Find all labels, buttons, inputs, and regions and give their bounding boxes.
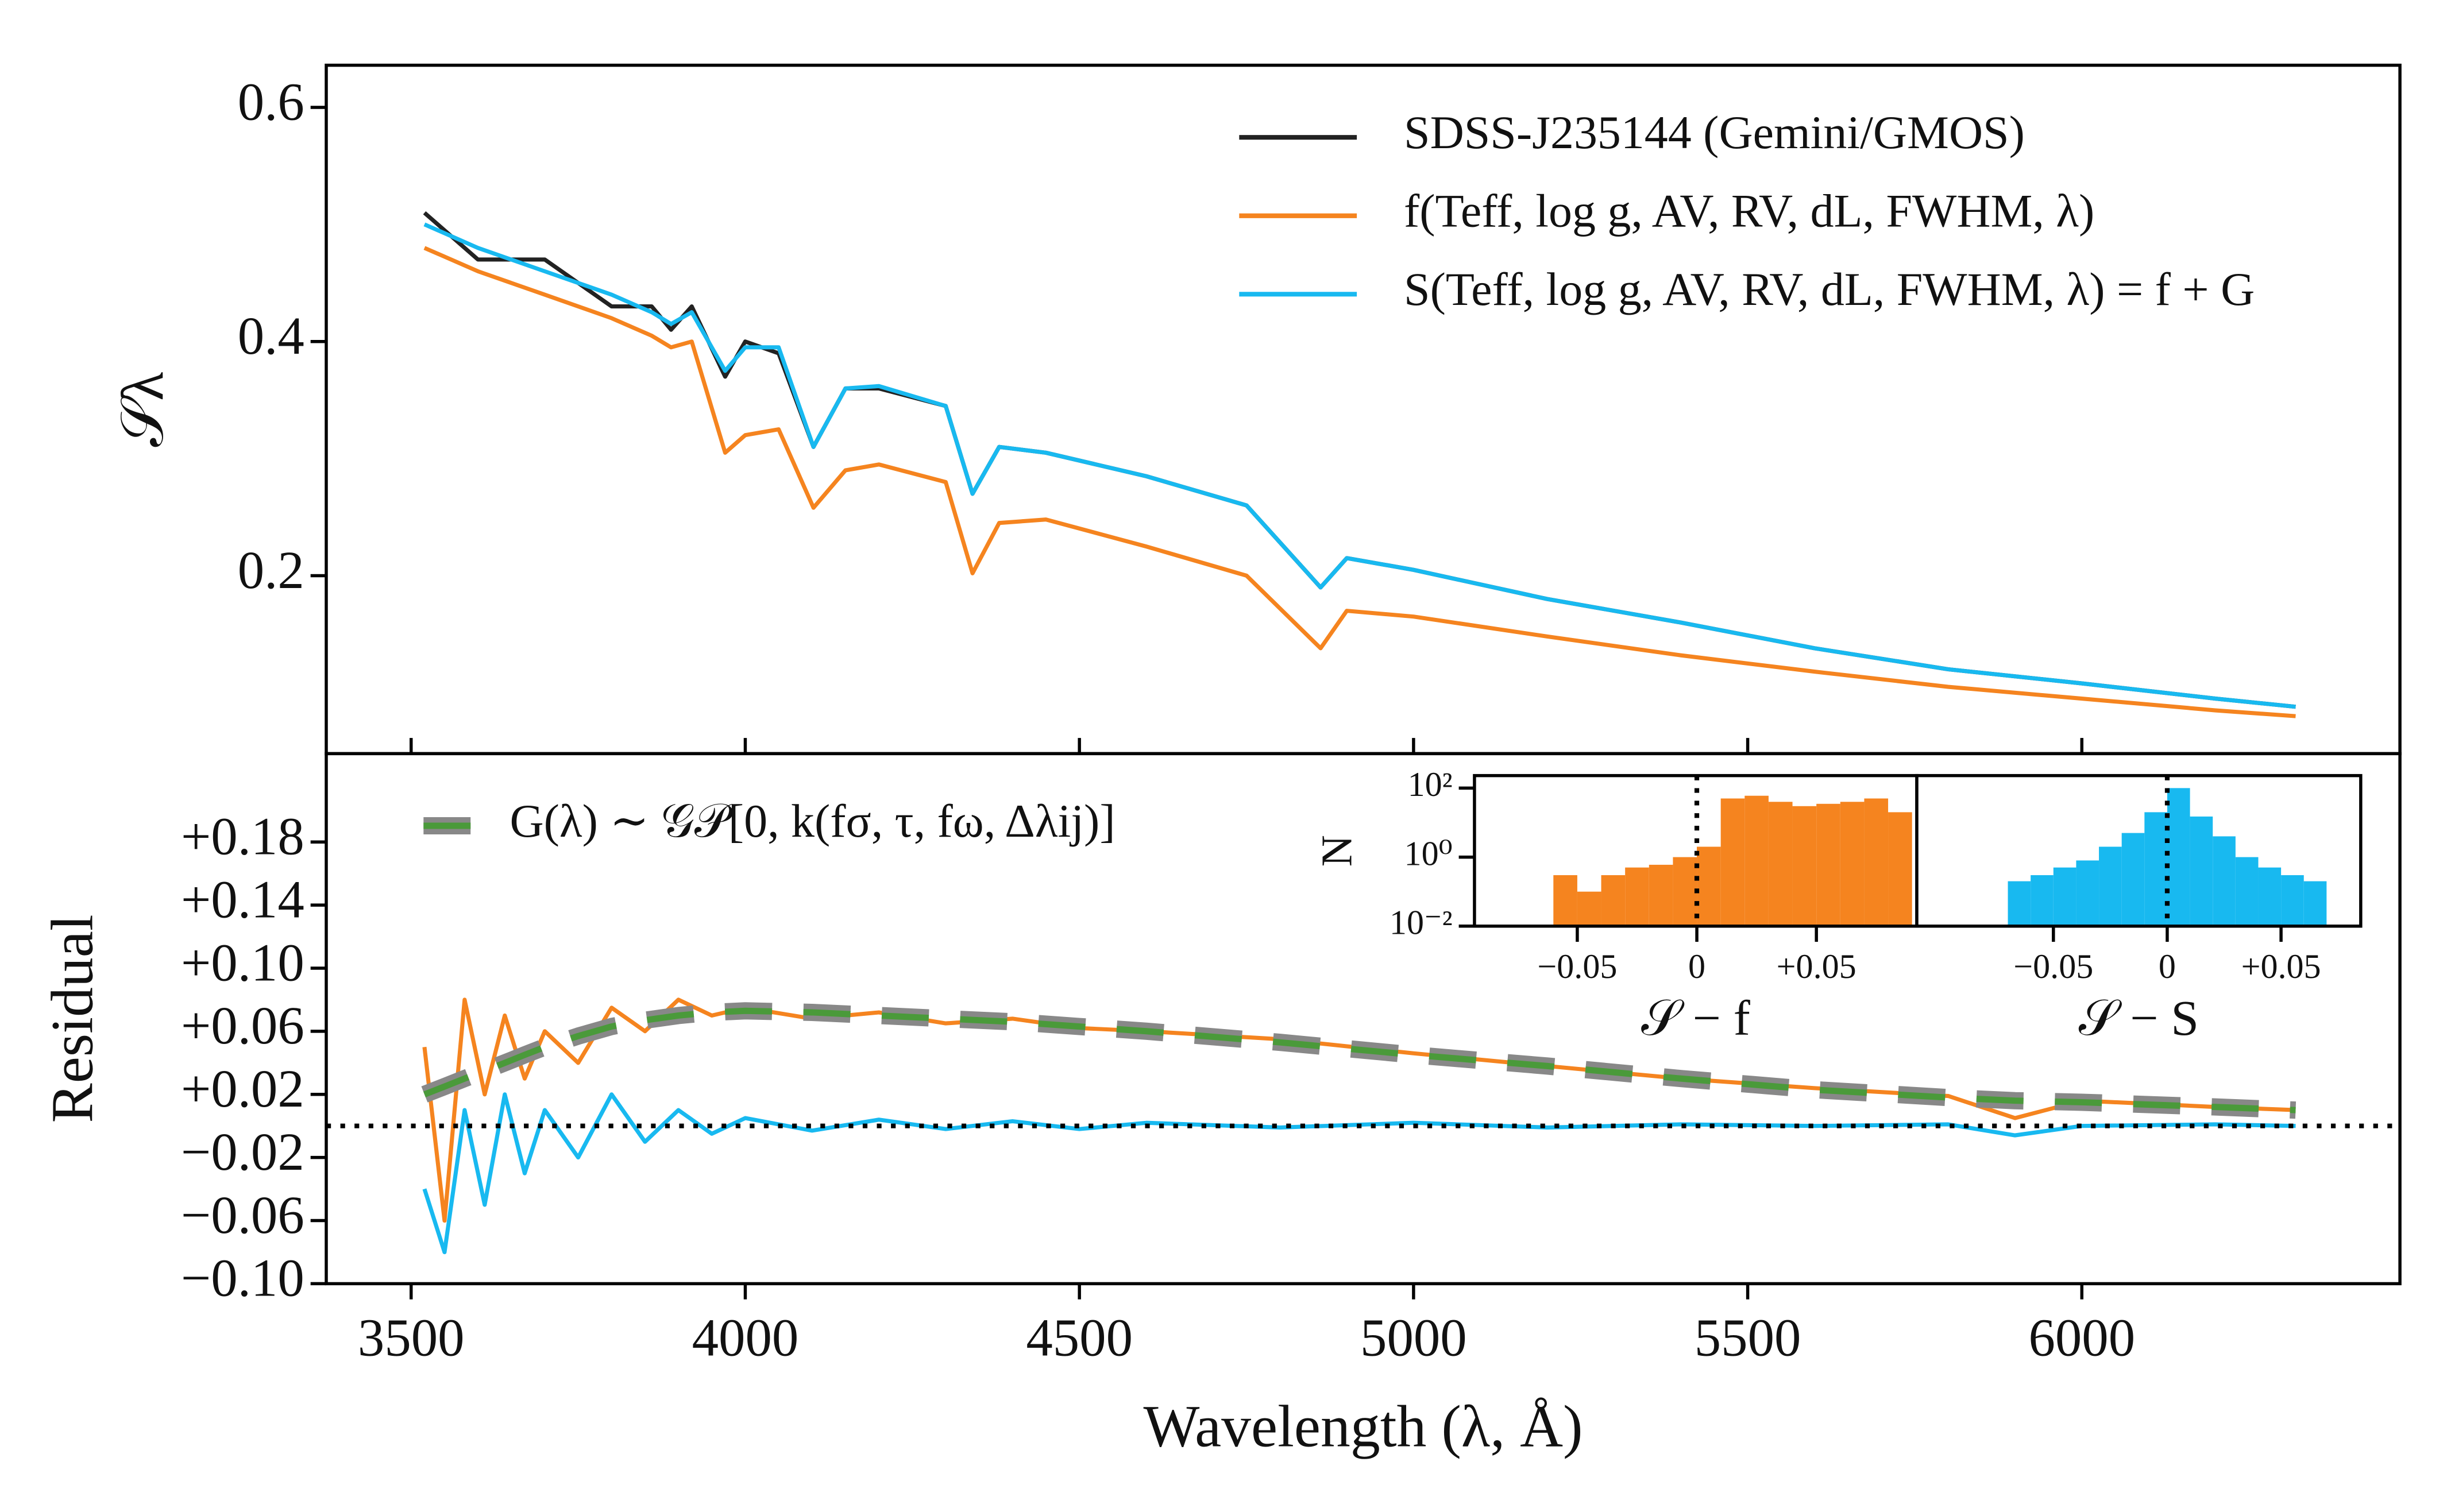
histogram-bar xyxy=(1577,891,1601,926)
y-tick-label: 10⁰ xyxy=(1404,834,1453,872)
x-axis-label: 𝒮 − f xyxy=(1641,990,1751,1046)
x-axis-label: 𝒮 − S xyxy=(2079,990,2199,1046)
y-axis-label: N xyxy=(1312,835,1361,867)
legend-label: f(Teff, log g, AV, RV, dL, FWHM, λ) xyxy=(1404,185,2094,237)
y-tick-label: −0.02 xyxy=(181,1123,304,1182)
x-tick-label: 0 xyxy=(2159,947,2176,985)
histogram-bar xyxy=(2235,857,2259,926)
histogram-bar xyxy=(1888,812,1912,926)
y-tick-label: +0.02 xyxy=(181,1059,304,1119)
histogram-bar xyxy=(2031,875,2054,926)
histogram-bar xyxy=(1792,806,1817,926)
y-axis-label: 𝒮λ xyxy=(110,372,176,447)
histogram-bar xyxy=(2258,867,2282,926)
plot-area xyxy=(326,65,2400,754)
histogram-bar xyxy=(1673,857,1697,926)
histogram-bar xyxy=(2099,846,2122,926)
x-tick-label: 5000 xyxy=(1360,1308,1467,1367)
histogram-bar xyxy=(1720,798,1745,926)
x-tick-label: 5500 xyxy=(1695,1308,1801,1367)
x-axis-label: Wavelength (λ, Å) xyxy=(1144,1394,1583,1460)
series-line xyxy=(423,222,2296,709)
histogram-bar xyxy=(1649,864,1673,926)
y-axis-label: Residual xyxy=(40,914,105,1123)
histogram-bar xyxy=(2167,788,2190,926)
histogram-bar xyxy=(2144,812,2167,926)
y-tick-label: 10⁻² xyxy=(1390,903,1453,942)
histogram-bar xyxy=(1601,875,1626,926)
histogram-bar xyxy=(1744,795,1769,926)
x-tick-label: −0.05 xyxy=(1537,947,1617,985)
histogram-bar xyxy=(1840,802,1865,926)
histogram-bar xyxy=(1553,875,1577,926)
x-tick-label: 3500 xyxy=(358,1308,465,1367)
x-tick-label: 4000 xyxy=(692,1308,799,1367)
y-tick-label: 0.6 xyxy=(238,72,304,132)
histogram-bar xyxy=(2053,867,2077,926)
histogram-bar xyxy=(2121,833,2145,926)
x-tick-label: 4500 xyxy=(1026,1308,1133,1367)
y-tick-label: +0.10 xyxy=(181,933,304,992)
series-line xyxy=(423,1007,2296,1113)
y-tick-label: +0.14 xyxy=(181,870,304,929)
series-line xyxy=(423,246,2296,718)
y-tick-label: 10² xyxy=(1408,765,1453,803)
plot-frame xyxy=(325,752,2402,1286)
y-tick-label: 0.4 xyxy=(238,307,304,366)
histogram-bar xyxy=(2281,875,2304,926)
y-tick-label: −0.06 xyxy=(181,1186,304,1245)
y-tick-label: −0.10 xyxy=(181,1249,304,1308)
x-tick-label: 0 xyxy=(1688,947,1705,985)
x-tick-label: +0.05 xyxy=(1777,947,1857,985)
histogram-bar xyxy=(1864,798,1889,926)
legend-label: SDSS-J235144 (Gemini/GMOS) xyxy=(1404,106,2025,158)
histogram-bar xyxy=(1768,802,1793,926)
histogram-bar xyxy=(1697,846,1721,926)
histogram-bar xyxy=(2303,881,2327,926)
histogram-bar xyxy=(2076,860,2099,926)
y-tick-label: 0.2 xyxy=(238,541,304,600)
y-tick-label: +0.06 xyxy=(181,996,304,1055)
histogram-bar xyxy=(2190,816,2213,926)
x-tick-label: −0.05 xyxy=(2013,947,2093,985)
histogram-bar xyxy=(2213,836,2236,926)
x-tick-label: +0.05 xyxy=(2241,947,2321,985)
series-line xyxy=(422,1092,2296,1255)
histogram-bar xyxy=(1625,867,1649,926)
legend-label: G(λ) ∼ 𝒢𝒫[0, k(fσ, τ, fω, Δλij)] xyxy=(510,795,1116,847)
legend-label: S(Teff, log g, AV, RV, dL, FWHM, λ) = f … xyxy=(1404,263,2255,315)
histogram-bar xyxy=(2008,881,2031,926)
plot-frame xyxy=(1915,774,2363,928)
y-tick-label: +0.18 xyxy=(181,807,304,867)
x-tick-label: 6000 xyxy=(2028,1308,2135,1367)
histogram-bar xyxy=(1816,803,1840,926)
